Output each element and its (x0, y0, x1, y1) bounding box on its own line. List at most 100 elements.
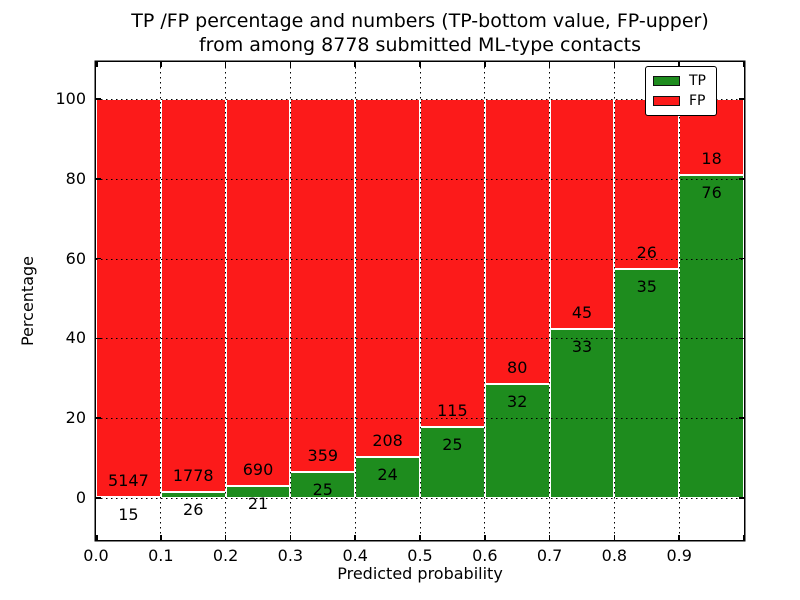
x-tick (289, 535, 292, 540)
y-tick (739, 497, 744, 499)
y-tick (739, 98, 744, 100)
legend: TP FP (645, 66, 717, 116)
bar-label-fp: 80 (507, 358, 528, 378)
bar-label-fp: 359 (307, 446, 339, 466)
x-tick (419, 535, 421, 540)
gridline-vertical (419, 62, 421, 540)
bar-label-tp: 26 (183, 500, 204, 520)
bar-segment-tp (549, 329, 615, 498)
x-tick (548, 62, 551, 67)
bar-segment-tp (420, 426, 485, 498)
x-tick (96, 62, 98, 67)
gridline-vertical (160, 62, 162, 540)
y-tick-label: 0 (75, 488, 86, 507)
bar-label-fp: 26 (636, 243, 657, 263)
gridline-vertical (484, 62, 486, 540)
x-tick-label: 0.5 (407, 546, 433, 565)
x-tick-label: 0.2 (212, 546, 239, 565)
bar-segment-fp (96, 99, 161, 497)
y-tick-label: 60 (65, 248, 86, 268)
y-tick (739, 257, 744, 260)
y-axis-label: Percentage (18, 256, 37, 347)
bar-label-tp: 35 (636, 277, 657, 297)
y-tick (96, 98, 101, 100)
gridline-vertical (289, 62, 291, 540)
y-tick-label: 20 (65, 408, 86, 428)
bar-segment-fp (290, 99, 356, 473)
y-tick (739, 178, 744, 180)
bar-segment-fp (549, 99, 615, 330)
y-tick-label: 80 (65, 168, 86, 188)
gridline-vertical (225, 62, 227, 540)
bar-label-fp: 208 (372, 430, 403, 450)
bar-label-tp: 76 (701, 183, 722, 203)
x-tick (96, 535, 98, 540)
x-tick (354, 535, 356, 540)
chart-title-line2: from among 8778 submitted ML-type contac… (198, 34, 642, 56)
gridline-vertical (678, 62, 680, 540)
x-axis-label: Predicted probability (337, 564, 503, 583)
x-tick (224, 62, 227, 67)
x-tick-label: 0.6 (472, 546, 498, 565)
x-tick (678, 62, 680, 67)
x-tick (224, 535, 227, 540)
gridline-vertical (354, 62, 356, 540)
x-tick (742, 535, 744, 540)
x-tick-label: 0.3 (277, 546, 304, 565)
x-tick (484, 535, 486, 540)
bar-segment-fp (355, 99, 420, 457)
bar-label-tp: 25 (312, 479, 333, 499)
x-tick (289, 62, 292, 67)
x-tick (354, 62, 356, 67)
bar-label-fp: 45 (571, 303, 593, 323)
gridline-vertical (549, 62, 551, 540)
y-tick (96, 417, 101, 419)
x-tick-label: 0.1 (148, 546, 174, 565)
plot-area: TP FP 5147 15 1778 26 690 21 359 25 208 24 115 25 80 3… (96, 62, 744, 540)
x-tick (160, 62, 162, 67)
bar-label-fp: 5147 (108, 470, 149, 490)
gridline-vertical (613, 62, 615, 540)
x-tick (484, 62, 486, 67)
bar-label-tp: 32 (507, 391, 528, 411)
bar-segment-fp (160, 99, 226, 493)
bar-label-fp: 115 (437, 400, 468, 420)
y-tick (96, 337, 101, 340)
chart-title-line1: TP /FP percentage and numbers (TP-bottom… (131, 10, 709, 32)
y-tick (96, 257, 101, 260)
bar-segment-fp (484, 99, 550, 384)
x-tick-label: 0.7 (536, 546, 563, 565)
y-tick-label: 40 (65, 328, 86, 348)
x-tick-label: 0.9 (666, 546, 692, 565)
x-tick-label: 0.8 (601, 546, 628, 565)
legend-swatch (653, 96, 680, 106)
x-tick-label: 0.0 (83, 546, 109, 565)
legend-item-tp: TP (646, 74, 716, 88)
bar-label-fp: 18 (701, 149, 722, 169)
bar-segment-fp (225, 99, 291, 487)
legend-item-fp: FP (646, 94, 716, 108)
x-tick (678, 535, 680, 540)
bar-label-tp: 21 (247, 494, 269, 514)
x-tick (613, 535, 616, 540)
y-tick (739, 417, 744, 419)
legend-swatch (653, 76, 680, 86)
y-tick (96, 178, 101, 180)
bar-segment-tp (614, 269, 680, 498)
bar-label-fp: 1778 (172, 466, 214, 486)
bar-segment-fp (420, 99, 485, 427)
x-tick (160, 535, 162, 540)
bar-label-tp: 25 (442, 434, 463, 454)
bar-label-tp: 15 (118, 504, 139, 524)
legend-label: TP (689, 73, 706, 89)
chart-title: TP /FP percentage and numbers (TP-bottom… (96, 9, 744, 57)
bar-segment-tp (679, 175, 744, 498)
bar-label-tp: 24 (377, 464, 398, 484)
x-tick (548, 535, 551, 540)
x-tick (419, 62, 421, 67)
bar-label-tp: 33 (571, 337, 593, 357)
x-tick (742, 62, 744, 67)
x-tick-label: 0.4 (342, 546, 368, 565)
x-tick (613, 62, 616, 67)
y-tick (96, 497, 101, 499)
